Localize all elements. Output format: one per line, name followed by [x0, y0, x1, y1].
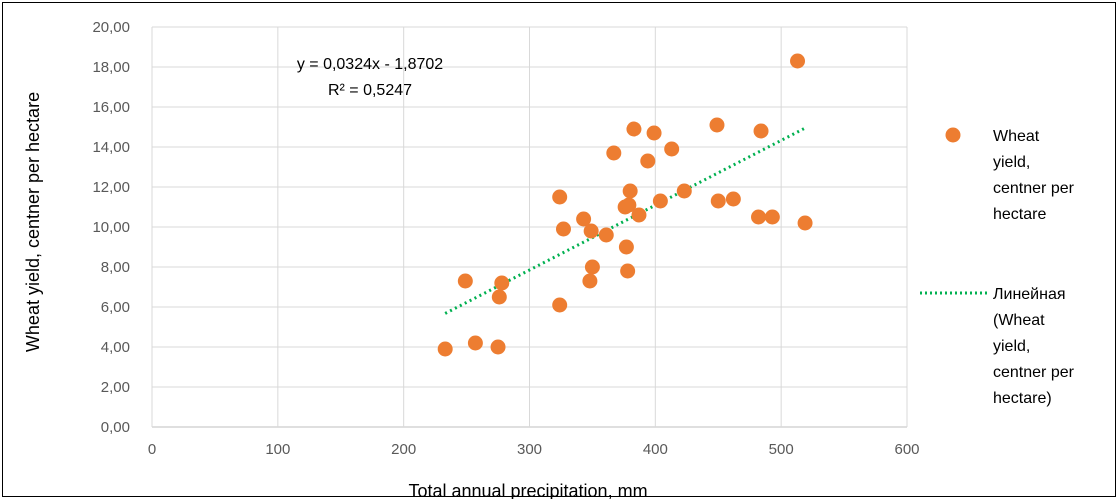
- data-point: [552, 189, 568, 205]
- data-point: [555, 221, 571, 237]
- data-point: [631, 207, 647, 223]
- data-point: [621, 197, 637, 213]
- data-point: [457, 273, 473, 289]
- y-tick-label: 0,00: [101, 419, 130, 436]
- data-point: [652, 193, 668, 209]
- y-tick-label: 6,00: [101, 299, 130, 316]
- y-tick-label: 12,00: [92, 179, 130, 196]
- y-tick-labels: 0,00 2,00 4,00 6,00 8,00 10,00 12,00 14,00 16,00…: [92, 19, 130, 436]
- x-tick-label: 400: [643, 441, 668, 458]
- data-points: [437, 53, 813, 357]
- legend-marker-circle: [945, 127, 961, 143]
- data-point: [490, 339, 506, 355]
- data-point: [598, 227, 614, 243]
- data-point: [467, 335, 483, 351]
- data-point: [620, 263, 636, 279]
- data-point: [676, 183, 692, 199]
- legend-series-label: Wheat yield, centner per hectare: [993, 128, 1078, 223]
- y-tick-label: 18,00: [92, 59, 130, 76]
- data-point: [606, 145, 622, 161]
- y-tick-label: 10,00: [92, 219, 130, 236]
- data-point: [576, 211, 592, 227]
- data-point: [626, 121, 642, 137]
- x-axis-title: Total annual precipitation, mm: [408, 481, 647, 499]
- y-tick-label: 20,00: [92, 19, 130, 36]
- data-point: [437, 341, 453, 357]
- y-axis-title: Wheat yield, centner per hectare: [23, 92, 43, 352]
- data-point: [664, 141, 680, 157]
- data-point: [725, 191, 741, 207]
- data-point: [618, 239, 634, 255]
- data-point: [622, 183, 638, 199]
- x-tick-label: 300: [517, 441, 542, 458]
- data-point: [710, 193, 726, 209]
- y-tick-label: 14,00: [92, 139, 130, 156]
- y-tick-label: 4,00: [101, 339, 130, 356]
- data-point: [494, 275, 510, 291]
- trend-equation: y = 0,0324x - 1,8702: [297, 56, 443, 73]
- x-tick-label: 500: [769, 441, 794, 458]
- x-tick-labels: 0 100 200 300 400 500 600: [148, 441, 920, 458]
- data-point: [491, 289, 507, 305]
- data-point: [709, 117, 725, 133]
- data-point: [582, 273, 598, 289]
- data-point: [552, 297, 568, 313]
- legend: Wheat yield, centner per hectare Линейна…: [920, 127, 1078, 407]
- x-tick-label: 0: [148, 441, 156, 458]
- data-point: [790, 53, 806, 69]
- y-tick-label: 8,00: [101, 259, 130, 276]
- y-tick-label: 2,00: [101, 379, 130, 396]
- data-point: [584, 259, 600, 275]
- data-point: [640, 153, 656, 169]
- legend-trendline-label: Линейная (Wheat yield, centner per hecta…: [993, 286, 1078, 407]
- gridlines: [151, 26, 908, 428]
- data-point: [646, 125, 662, 141]
- x-tick-label: 200: [391, 441, 416, 458]
- data-point: [797, 215, 813, 231]
- data-point: [753, 123, 769, 139]
- data-point: [751, 209, 767, 225]
- y-tick-label: 16,00: [92, 99, 130, 116]
- data-point: [583, 223, 599, 239]
- x-tick-label: 100: [265, 441, 290, 458]
- trend-r-squared: R² = 0,5247: [328, 82, 412, 99]
- x-tick-label: 600: [894, 441, 919, 458]
- data-point: [764, 209, 780, 225]
